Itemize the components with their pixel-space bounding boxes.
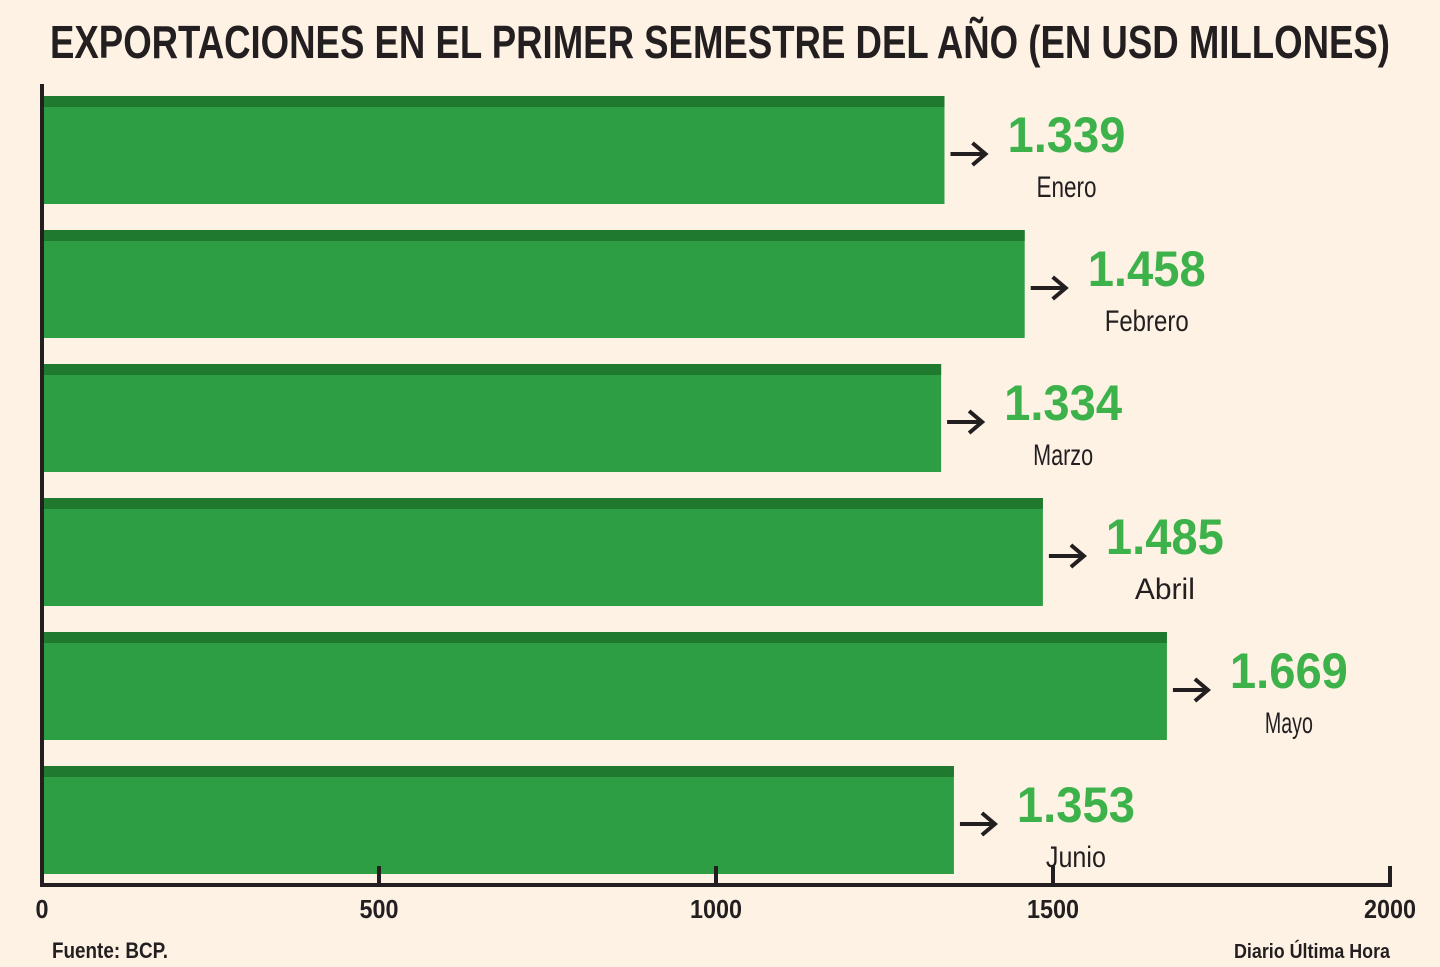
bar-top-edge [42,96,945,107]
category-label: Mayo [1265,707,1313,740]
x-tick-label: 2000 [1364,894,1416,924]
arrow-icon [950,141,989,167]
bar-top-edge [42,632,1167,643]
x-tick-label: 0 [36,894,49,924]
arrow-icon [1048,543,1087,569]
category-label: Abril [1135,573,1195,606]
value-label: 1.339 [1007,107,1125,163]
x-tick-label: 1500 [1027,894,1079,924]
value-label: 1.485 [1106,509,1224,565]
category-label: Febrero [1105,305,1189,338]
bar-group-enero: 1.339 Enero [42,96,1125,204]
bar [42,766,954,874]
bar-group-abril: 1.485 Abril [42,498,1224,606]
category-label: Enero [1036,171,1096,204]
bar [42,498,1043,606]
bar-group-mayo: 1.669 Mayo [42,632,1348,740]
bar [42,364,942,472]
bar [42,230,1025,338]
value-label: 1.669 [1230,643,1348,699]
value-label: 1.353 [1017,777,1135,833]
bar-top-edge [42,766,954,777]
value-label: 1.458 [1088,241,1206,297]
value-label: 1.334 [1004,375,1122,431]
bar [42,632,1167,740]
bar-group-febrero: 1.458 Febrero [42,230,1206,338]
x-tick-label: 1000 [690,894,742,924]
source-note: Fuente: BCP. [52,938,168,963]
chart-title: EXPORTACIONES EN EL PRIMER SEMESTRE DEL … [50,16,1390,68]
credit-note: Diario Última Hora [1234,939,1391,963]
category-label: Marzo [1033,439,1093,472]
bar-group-junio: 1.353 Junio [42,766,1135,874]
category-label: Junio [1046,841,1106,874]
arrow-icon [1030,275,1069,301]
bar [42,96,945,204]
x-tick-label: 500 [360,894,399,924]
bar-top-edge [42,364,942,375]
bar-top-edge [42,230,1025,241]
arrow-icon [959,811,999,837]
bar-group-marzo: 1.334 Marzo [42,364,1122,472]
bar-top-edge [42,498,1043,509]
arrow-icon [1172,677,1212,703]
arrow-icon [947,409,986,435]
